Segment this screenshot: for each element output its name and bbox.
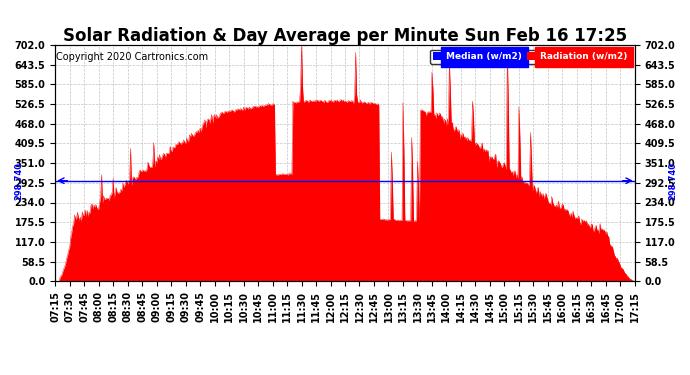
Text: Copyright 2020 Cartronics.com: Copyright 2020 Cartronics.com <box>57 52 208 62</box>
Legend: Median (w/m2), Radiation (w/m2): Median (w/m2), Radiation (w/m2) <box>430 50 630 64</box>
Text: 298.740: 298.740 <box>14 162 23 200</box>
Text: 298.740: 298.740 <box>668 162 677 200</box>
Title: Solar Radiation & Day Average per Minute Sun Feb 16 17:25: Solar Radiation & Day Average per Minute… <box>63 27 627 45</box>
